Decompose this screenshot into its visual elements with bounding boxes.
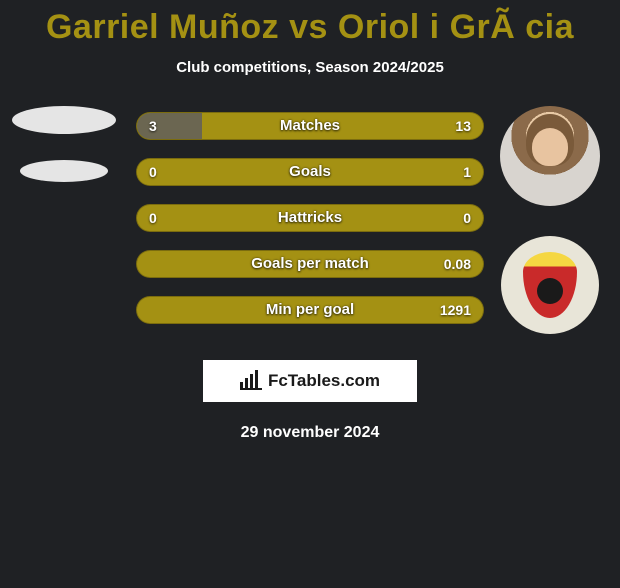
- stat-label: Hattricks: [137, 205, 483, 231]
- logo-text: FcTables.com: [268, 371, 380, 391]
- stat-value-right: 1: [463, 159, 471, 185]
- stat-label: Min per goal: [137, 297, 483, 323]
- stat-value-left: 0: [149, 159, 157, 185]
- stat-row: Hattricks0 0: [136, 204, 484, 232]
- right-team-badge: [501, 236, 599, 334]
- bar-chart-icon: [240, 372, 262, 390]
- comparison-date: 29 november 2024: [0, 424, 620, 442]
- stat-value-right: 0.08: [444, 251, 471, 277]
- stat-row: Matches3 13: [136, 112, 484, 140]
- left-team-badge-placeholder: [20, 160, 108, 182]
- fctables-logo: FcTables.com: [203, 360, 417, 402]
- left-player-column: [4, 106, 124, 182]
- stat-row: Min per goal1291: [136, 296, 484, 324]
- stat-value-left: 0: [149, 205, 157, 231]
- stat-label: Matches: [137, 113, 483, 139]
- stat-value-right: 0: [463, 205, 471, 231]
- stat-label: Goals: [137, 159, 483, 185]
- stat-label: Goals per match: [137, 251, 483, 277]
- stat-value-left: 3: [149, 113, 157, 139]
- right-player-column: [500, 106, 600, 334]
- stat-value-right: 13: [455, 113, 471, 139]
- stat-value-right: 1291: [440, 297, 471, 323]
- comparison-content: Matches313Goals01Hattricks00Goals per ma…: [0, 106, 620, 346]
- stat-row: Goals per match0.08: [136, 250, 484, 278]
- stat-bars-container: Matches313Goals01Hattricks00Goals per ma…: [136, 112, 484, 342]
- right-player-photo: [500, 106, 600, 206]
- comparison-title: Garriel Muñoz vs Oriol i GrÃ cia: [0, 8, 620, 47]
- comparison-subtitle: Club competitions, Season 2024/2025: [0, 59, 620, 76]
- left-player-photo-placeholder: [12, 106, 116, 134]
- stat-row: Goals0 1: [136, 158, 484, 186]
